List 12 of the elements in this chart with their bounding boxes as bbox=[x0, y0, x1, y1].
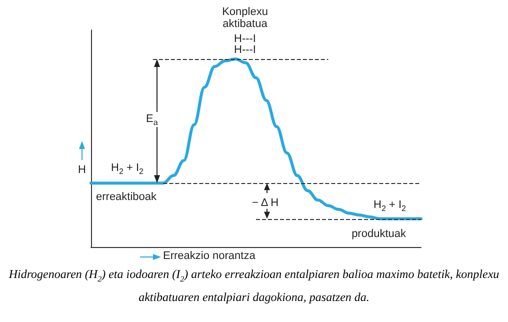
text: H---I bbox=[234, 44, 256, 56]
annotation: erreaktiboak bbox=[96, 191, 157, 203]
y-axis-title: H bbox=[78, 164, 86, 176]
x-axis-title: Erreakzio norantza bbox=[163, 250, 256, 262]
annotation: H$_{2}$ + I$_{2}$ bbox=[111, 162, 144, 178]
annotation: produktuak bbox=[352, 228, 406, 240]
text: H---I bbox=[234, 33, 256, 45]
annotation: H$_{2}$ + I$_{2}$ bbox=[374, 199, 406, 216]
text: Hidrogenoaren (H$_{2}$) eta iodoaren (I$_{2}$) arteko erreakzioan entalpiaren balioa maximo batetik, konplexu aktibatuaren entalpiari dagokiona, pasatzen da. bbox=[8, 266, 500, 306]
annotation: − Δ H bbox=[252, 197, 279, 209]
annotation: E$_{a}$ bbox=[146, 113, 158, 130]
text: Konplexu aktibatua bbox=[221, 6, 269, 30]
